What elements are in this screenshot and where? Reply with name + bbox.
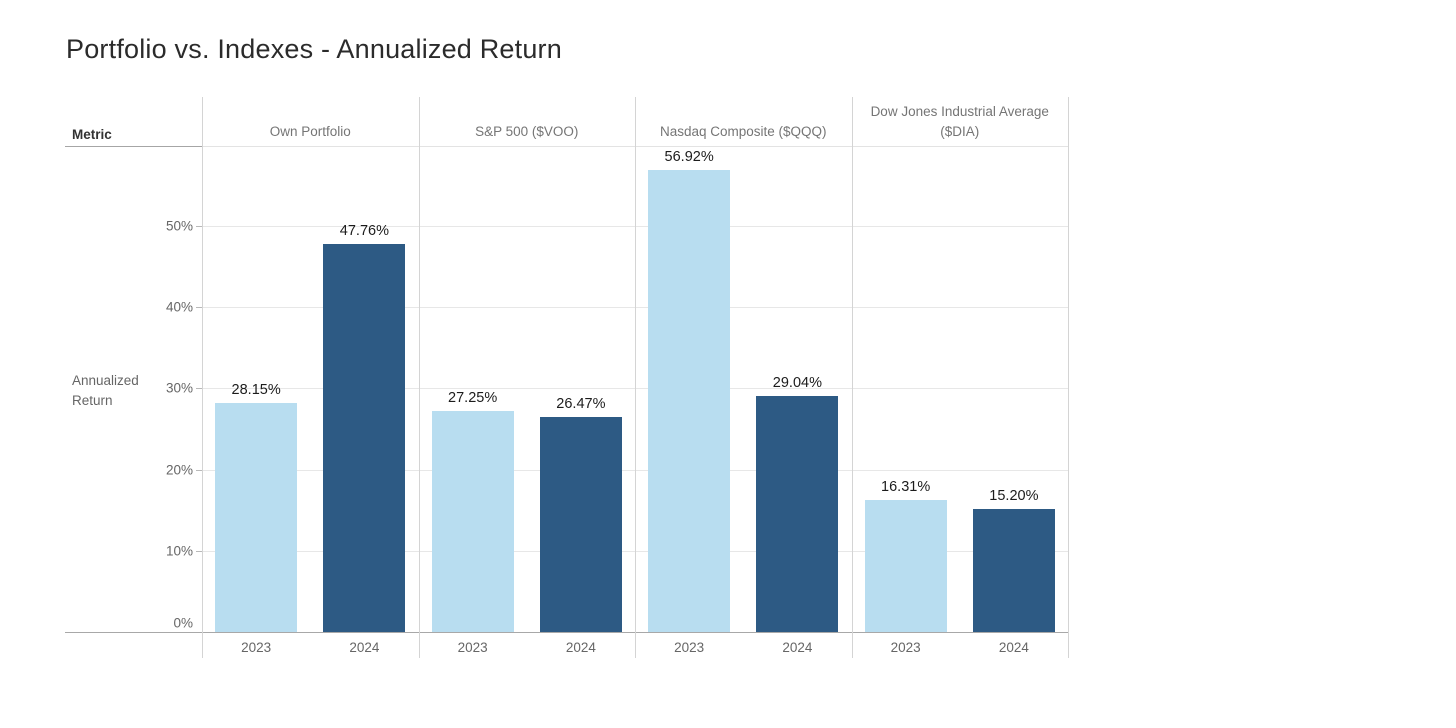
metric-header-underline xyxy=(65,146,202,147)
y-axis-tick-mark xyxy=(196,469,202,471)
panel-divider xyxy=(851,97,853,658)
bar-value-label: 47.76% xyxy=(339,223,389,240)
bar-2023-s-p-500-voo-[interactable] xyxy=(431,410,514,632)
y-axis-tick-mark xyxy=(196,226,202,227)
panel-header-4: Dow Jones Industrial Average ($DIA) xyxy=(870,104,1049,139)
bar-value-label: 26.47% xyxy=(556,396,606,413)
y-axis-tick-label: 40% xyxy=(165,299,193,315)
x-axis-label: 2024 xyxy=(565,640,596,655)
bar-2023-nasdaq-composite-qqq-[interactable] xyxy=(648,169,731,632)
y-axis-tick-label: 30% xyxy=(165,380,193,396)
panel-header-2: S&P 500 ($VOO) xyxy=(475,124,579,139)
bar-2024-s-p-500-voo-[interactable] xyxy=(539,417,622,632)
bar-2024-nasdaq-composite-qqq-[interactable] xyxy=(756,396,839,632)
x-axis-label: 2023 xyxy=(457,640,488,655)
y-axis-tick-label: 10% xyxy=(165,543,193,559)
y-axis-tick-label: 0% xyxy=(173,615,193,631)
y-axis-title-line-2: Return xyxy=(72,393,113,408)
y-axis-tick-mark xyxy=(196,550,202,552)
chart-title: Portfolio vs. Indexes - Annualized Retur… xyxy=(66,34,562,64)
panel-divider xyxy=(202,97,203,658)
bar-value-label: 28.15% xyxy=(231,382,281,399)
panel-divider xyxy=(635,97,636,658)
x-axis-label: 2023 xyxy=(674,640,705,655)
bar-value-label: 15.20% xyxy=(989,487,1039,504)
bar-2023-dow-jones-industrial-average-dia-[interactable] xyxy=(864,499,947,632)
metric-column-header: Metric xyxy=(72,127,112,142)
y-axis-title: Annualized Return xyxy=(72,371,139,411)
panel-divider xyxy=(1068,97,1069,658)
bar-2023-own-portfolio[interactable] xyxy=(215,403,298,632)
bar-2024-own-portfolio[interactable] xyxy=(323,244,406,632)
bar-value-label: 56.92% xyxy=(664,148,714,165)
x-axis-label: 2024 xyxy=(349,640,380,655)
y-axis-title-line-1: Annualized xyxy=(72,373,139,388)
y-axis-tick-label: 20% xyxy=(165,462,193,478)
x-axis-line xyxy=(65,632,1068,633)
y-axis-tick-mark xyxy=(196,388,202,390)
x-axis-label: 2023 xyxy=(890,640,921,655)
bar-value-label: 27.25% xyxy=(448,389,498,406)
panel-header-1: Own Portfolio xyxy=(269,124,351,139)
panel-divider xyxy=(418,97,420,658)
y-axis-tick-mark xyxy=(196,307,202,309)
x-axis-label: 2024 xyxy=(782,640,813,655)
bar-2024-dow-jones-industrial-average-dia-[interactable] xyxy=(972,508,1055,632)
x-axis-label: 2024 xyxy=(998,640,1029,655)
x-axis-label: 2023 xyxy=(241,640,272,655)
panel-header-3: Nasdaq Composite ($QQQ) xyxy=(659,124,827,139)
bar-value-label: 29.04% xyxy=(772,375,822,392)
y-axis-tick-label: 50% xyxy=(165,218,193,234)
bar-value-label: 16.31% xyxy=(881,478,931,495)
